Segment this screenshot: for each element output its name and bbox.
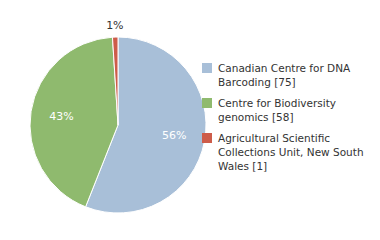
html-text:Collections Unit, New South: Collections Unit, New South <box>218 145 364 158</box>
html-text:Barcoding [75]: Barcoding [75] <box>218 75 296 88</box>
html-text:Canadian Centre for DNA: Canadian Centre for DNA <box>218 61 351 74</box>
html-text:Agricultural Scientific: Agricultural Scientific <box>218 131 331 144</box>
html-text:Wales [1]: Wales [1] <box>218 159 268 172</box>
svg-text:1%: 1% <box>106 19 123 32</box>
html-text:Centre for Biodiversity: Centre for Biodiversity <box>218 96 337 109</box>
html-text:genomics [58]: genomics [58] <box>218 110 294 123</box>
svg-text:56%: 56% <box>162 129 186 142</box>
svg-text:43%: 43% <box>49 110 73 123</box>
